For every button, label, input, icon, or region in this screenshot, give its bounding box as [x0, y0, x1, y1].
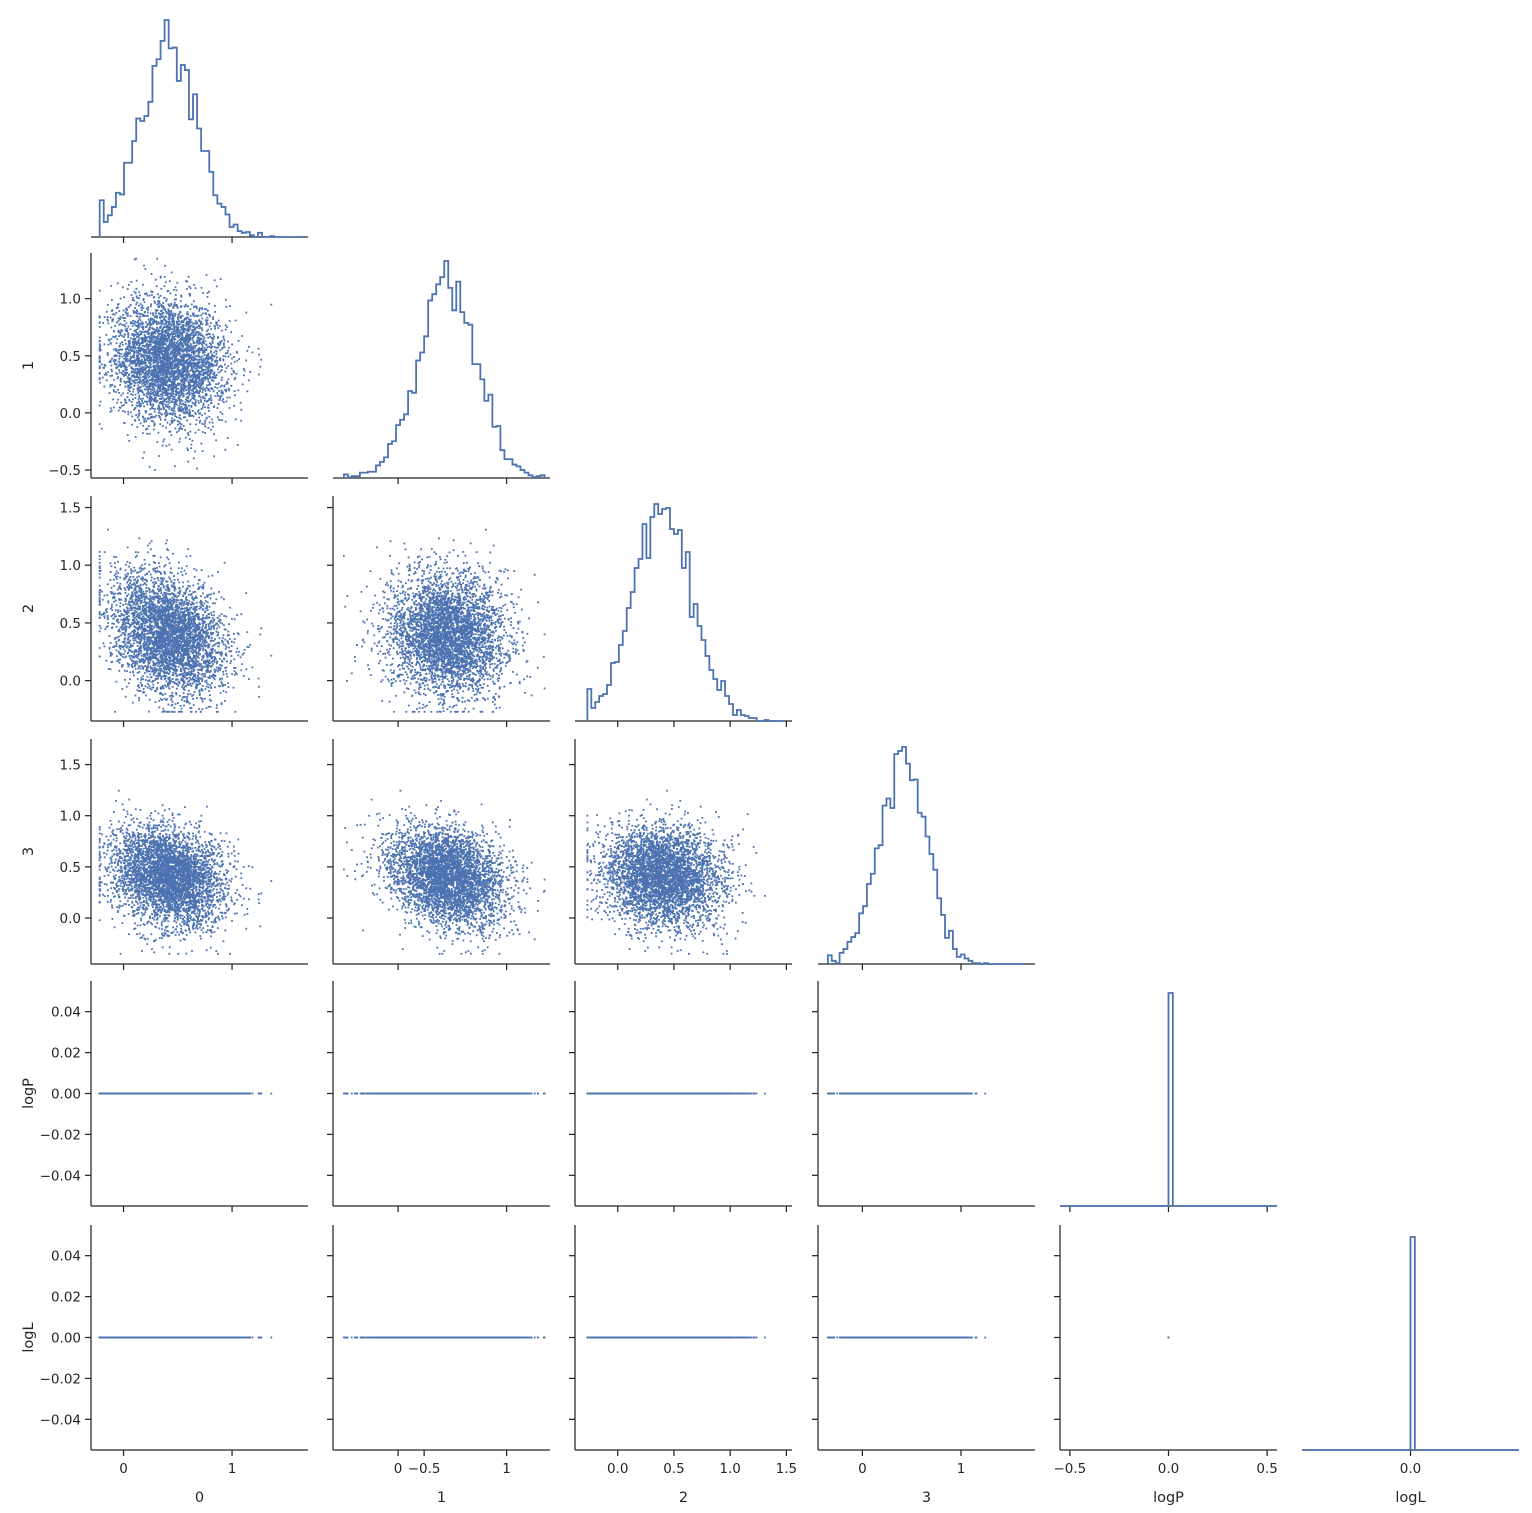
scatter-point: [190, 415, 192, 417]
scatter-point: [223, 344, 225, 346]
y-tick-label: 1.0: [60, 292, 81, 308]
panel-0-vs-1: −0.5 0.0 0.5 1.0: [48, 253, 308, 484]
scatter-point: [218, 372, 220, 374]
scatter-point: [154, 469, 156, 471]
scatter-point: [142, 392, 144, 394]
scatter-point: [236, 373, 238, 375]
scatter-point: [175, 286, 177, 288]
y-tick-label: 0.0: [60, 406, 81, 422]
scatter-point: [186, 420, 188, 422]
scatter-point: [142, 398, 144, 400]
scatter-point: [119, 384, 121, 386]
scatter-point: [145, 315, 147, 317]
scatter-point: [231, 358, 233, 360]
scatter-point: [148, 425, 150, 427]
scatter-point: [163, 323, 165, 325]
scatter-point: [196, 419, 198, 421]
scatter-point: [183, 324, 185, 326]
scatter-point: [224, 340, 226, 342]
scatter-point: [122, 344, 124, 346]
scatter-point: [212, 334, 214, 336]
scatter-point: [116, 402, 118, 404]
scatter-point: [124, 333, 126, 335]
scatter-point: [175, 428, 177, 430]
scatter-point: [180, 426, 182, 428]
scatter-point: [166, 298, 168, 300]
panel-0-vs-0: [91, 20, 308, 243]
scatter-point: [204, 426, 206, 428]
scatter-point: [149, 408, 151, 410]
y-tick-label: −0.5: [48, 463, 81, 479]
scatter-point: [165, 404, 167, 406]
scatter-point: [174, 299, 176, 301]
scatter-point: [189, 377, 191, 379]
y-tick-label: 0.5: [60, 349, 81, 365]
scatter-point: [144, 301, 146, 303]
scatter-point: [109, 386, 111, 388]
scatter-point: [191, 444, 193, 446]
scatter-point: [165, 281, 167, 283]
scatter-point: [137, 417, 139, 419]
scatter-point: [102, 322, 104, 324]
scatter-point: [118, 358, 120, 360]
scatter-point: [200, 333, 202, 335]
scatter-point: [132, 398, 134, 400]
scatter-point: [219, 357, 221, 359]
scatter-point: [168, 444, 170, 446]
scatter-point: [247, 391, 249, 393]
scatter-point: [176, 431, 178, 433]
scatter-point: [135, 292, 137, 294]
scatter-point: [194, 451, 196, 453]
scatter-point: [165, 427, 167, 429]
scatter-point: [189, 328, 191, 330]
scatter-point: [160, 288, 162, 290]
scatter-point: [149, 433, 151, 435]
scatter-point: [138, 291, 140, 293]
scatter-point: [111, 369, 113, 371]
scatter-point: [124, 339, 126, 341]
scatter-point: [199, 422, 201, 424]
scatter-point: [208, 303, 210, 305]
scatter-point: [115, 348, 117, 350]
scatter-point: [136, 302, 138, 304]
scatter-point: [147, 315, 149, 317]
scatter-point: [167, 422, 169, 424]
scatter-point: [231, 373, 233, 375]
scatter-point: [143, 394, 145, 396]
scatter-point: [133, 388, 135, 390]
scatter-point: [99, 382, 101, 384]
scatter-point: [151, 294, 153, 296]
scatter-point: [152, 405, 154, 407]
scatter-point: [182, 396, 184, 398]
scatter-point: [139, 295, 141, 297]
scatter-point: [154, 300, 156, 302]
scatter-point: [231, 368, 233, 370]
histogram-0: [100, 20, 303, 237]
scatter-point: [210, 328, 212, 330]
scatter-point: [214, 346, 216, 348]
scatter-point: [209, 422, 211, 424]
scatter-point: [141, 309, 143, 311]
scatter-point: [229, 305, 231, 307]
scatter-point: [162, 302, 164, 304]
scatter-point: [227, 365, 229, 367]
scatter-point: [204, 413, 206, 415]
scatter-point: [195, 287, 197, 289]
scatter-point: [145, 420, 147, 422]
scatter-point: [107, 316, 109, 318]
scatter-point: [219, 349, 221, 351]
scatter-point: [157, 293, 159, 295]
scatter-point: [113, 379, 115, 381]
scatter-point: [108, 344, 110, 346]
scatter-point: [227, 350, 229, 352]
